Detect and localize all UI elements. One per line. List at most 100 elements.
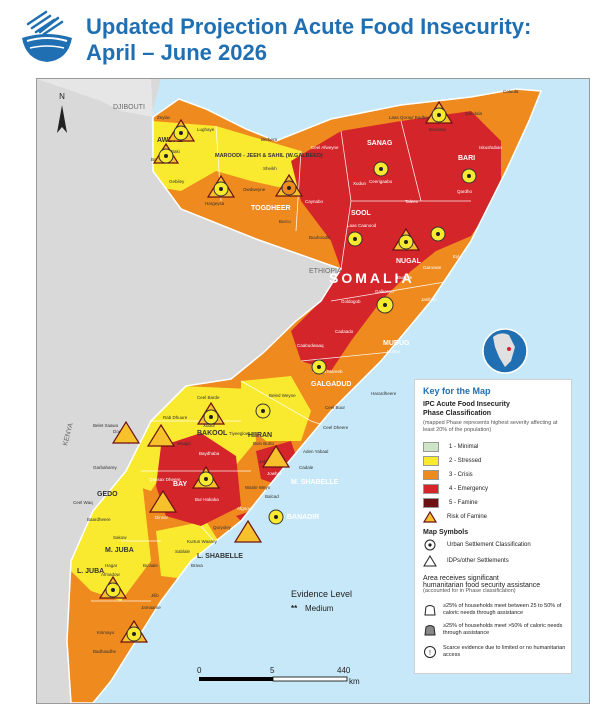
place-waajid: Waajid — [177, 441, 191, 446]
place-cadale: Cadale — [299, 465, 314, 470]
legend-symbols-title: Map Symbols — [423, 529, 469, 536]
place-garoowe: Garoowe — [423, 265, 442, 270]
urban-settlement-icon — [311, 359, 327, 375]
region-label-m-shabelle: M. SHABELLE — [291, 479, 339, 486]
place-taleex: Taleex — [405, 199, 419, 204]
legend-note: (mapped Phase represents highest severit… — [423, 420, 558, 433]
region-label-togdheer: TOGDHEER — [251, 205, 291, 212]
map-legend: Key for the Map IPC Acute Food Insecurit… — [414, 379, 572, 674]
place-hagar: Hagar — [105, 563, 118, 568]
place-ceel-buur: Ceel Buur — [325, 405, 346, 410]
place-qoryoley: Qoryoley — [213, 525, 232, 530]
legend-subtitle-2: Phase Classification — [423, 410, 492, 417]
idp-settlement-label: IDPs/other Settlements — [447, 558, 509, 564]
place-laas-qoray: Laas Qoray/ Badhan — [389, 115, 431, 120]
ipc-logo-bowl-icon — [22, 10, 72, 62]
north-arrow-icon: N — [57, 92, 67, 133]
region-label-bakool: BAKOOL — [197, 430, 228, 437]
place-balcad: Balcad — [265, 494, 279, 499]
urban-settlement-icon — [105, 582, 121, 598]
urban-settlement-icon — [173, 125, 189, 141]
place-brava: Brava — [191, 563, 203, 568]
phase-5-swatch — [423, 498, 439, 508]
page-title: Updated Projection Acute Food Insecurity… — [86, 14, 531, 66]
legend-assist-title-1: Area receives significant — [423, 575, 499, 582]
region-label-bari: BARI — [458, 155, 475, 162]
place-gebiley: Gebiley — [169, 179, 185, 184]
place-belet-xaawo: Belet Xaawo — [93, 423, 119, 428]
urban-settlement-icon — [255, 403, 271, 419]
place-sakow: Sakow — [113, 535, 127, 540]
place-ceel-waq: Ceel Waq — [73, 500, 93, 505]
risk-of-famine-icon — [423, 511, 437, 523]
urban-settlement-icon — [158, 148, 174, 164]
urban-settlement-icon — [281, 180, 297, 196]
urban-settlement-icon — [424, 539, 436, 551]
place-xudun: Xudun — [353, 181, 367, 186]
assist-1-label: ≥25% of households meet between 25 to 50… — [443, 603, 562, 616]
region-label-m-juba: M. JUBA — [105, 547, 134, 554]
place-burtinle: Burtinle — [397, 275, 413, 280]
place-qardho: Qardho — [457, 189, 473, 194]
place-lughaye: Lughaye — [197, 127, 215, 132]
place-jowhar: Jowhar — [267, 471, 282, 476]
risk-of-famine-icon — [146, 423, 176, 447]
region-label-hiiran: HIIRAN — [248, 432, 272, 439]
region-label-mudug: MUDUG — [383, 340, 410, 347]
humanitarian-assistance-icon — [424, 605, 436, 616]
place-ceel-afweyne: Ceel Afweyne — [311, 145, 339, 150]
country-label: SOMALIA — [329, 270, 415, 286]
place-galkacyo: Galkacyo — [375, 289, 394, 294]
urban-settlement-icon — [126, 626, 142, 642]
place-tiyeeglow: Tiyeeglow — [229, 431, 250, 436]
place-caynabo: Caynabo — [305, 199, 324, 204]
place-rab-dhuure: Rab Dhuure — [163, 415, 188, 420]
assist-2-label: ≥25% of households meet >50% of caloric … — [443, 623, 563, 636]
place-afmadow: Afmadow — [101, 572, 121, 577]
legend-assist-2-row: ≥25% of households meet >50% of caloric … — [423, 622, 567, 638]
legend-phase-2: 2 - Stressed — [423, 456, 481, 466]
urban-settlement-icon — [213, 181, 229, 197]
legend-urban-row: Urban Settlement Classification — [423, 539, 531, 551]
place-caabudwaaq: Caabudwaaq — [297, 343, 324, 348]
place-ceel-dheere: Ceel Dheere — [323, 425, 349, 430]
place-wanle-weyn: Wanle Weyn — [245, 485, 271, 490]
urban-settlement-icon — [461, 168, 477, 184]
place-qansax-dheere: Qansax Dheere — [149, 477, 181, 482]
urban-settlement-icon — [430, 226, 446, 242]
risk-of-famine-icon — [261, 444, 291, 468]
place-baki: Baki — [171, 149, 180, 154]
place-jariiban: Jariiban — [421, 297, 437, 302]
scarce-label: Scarce evidence due to limited or no hum… — [443, 645, 566, 658]
region-label-banadir: BANADIR — [287, 514, 319, 521]
place-baydhaba: Baydhaba — [199, 451, 220, 456]
place-ceel-barde: Ceel Barde — [197, 395, 220, 400]
phase-5-label: 5 - Famine — [449, 500, 478, 506]
place-owdweyne: Owdweyne — [243, 187, 266, 192]
phase-4-swatch — [423, 484, 439, 494]
phase-1-label: 1 - Minimal — [449, 444, 479, 450]
region-label-sanag: SANAG — [367, 140, 393, 147]
legend-phase-5: 5 - Famine — [423, 498, 478, 508]
place-laas-caanood: Laas Caanood — [347, 223, 377, 228]
place-xudur: Xudur — [203, 423, 216, 428]
region-label-bay: BAY — [173, 481, 187, 488]
risk-of-famine-icon — [148, 489, 178, 513]
risk-of-famine-label: Risk of Famine — [447, 514, 488, 520]
place-garbaharey: Garbaharey — [93, 465, 118, 470]
region-label-sool: SOOL — [351, 210, 372, 217]
urban-settlement-icon — [376, 296, 394, 314]
place-badhaadhe: Badhaadhe — [93, 649, 117, 654]
place-caluula: Caluula — [503, 89, 519, 94]
place-bossaso: Bossaso — [429, 127, 447, 132]
legend-assist-1-row: ≥25% of households meet between 25 to 50… — [423, 602, 567, 618]
scale-label-mid: 5 — [270, 666, 275, 675]
urban-settlement-markers — [105, 107, 477, 642]
legend-assist-title-2: humanitarian food security assistance — [423, 582, 541, 589]
djibouti-area — [37, 79, 153, 117]
place-harardheere: Harardheere — [371, 391, 397, 396]
somalia-outline — [66, 88, 543, 703]
place-bur-hakaba: Bur Hakaba — [195, 497, 219, 502]
place-hobyo: Hobyo — [387, 349, 401, 354]
region-label-l-shabelle: L. SHABELLE — [197, 553, 243, 560]
